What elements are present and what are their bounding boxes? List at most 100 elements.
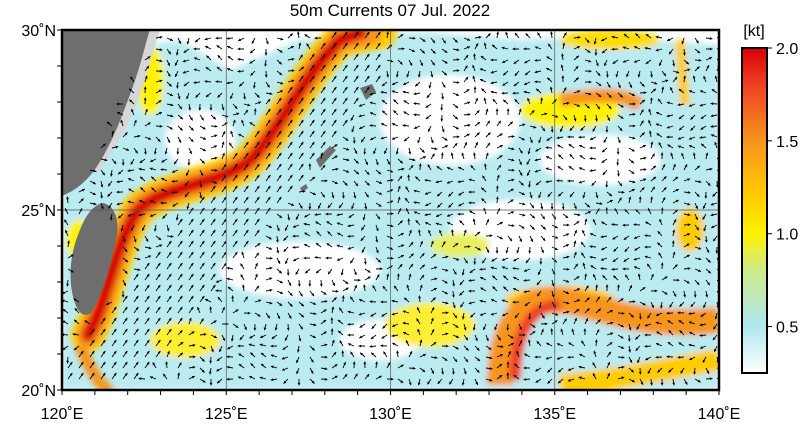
velocity-arrow: [639, 120, 644, 127]
velocity-arrow: [155, 124, 163, 128]
velocity-arrow: [386, 273, 390, 281]
velocity-arrow: [188, 103, 192, 111]
latitude-tick-label: 20˚N: [21, 383, 56, 400]
velocity-arrow: [485, 234, 493, 238]
velocity-arrow: [481, 257, 487, 264]
velocity-arrow: [425, 103, 432, 109]
velocity-arrow: [144, 339, 150, 347]
velocity-arrow: [111, 158, 117, 165]
velocity-arrow: [243, 323, 247, 331]
velocity-arrow: [578, 376, 586, 380]
velocity-arrow: [209, 356, 213, 364]
velocity-arrow: [468, 178, 476, 182]
velocity-arrow: [668, 367, 674, 373]
velocity-arrow: [342, 147, 350, 151]
velocity-arrow: [461, 268, 465, 276]
velocity-arrow: [528, 180, 531, 188]
velocity-arrow: [240, 274, 245, 281]
velocity-arrow: [713, 323, 718, 330]
velocity-arrow: [116, 180, 124, 184]
velocity-arrow: [144, 262, 150, 270]
velocity-arrow: [297, 378, 301, 386]
velocity-arrow: [144, 147, 147, 155]
velocity-arrow: [479, 276, 487, 281]
velocity-arrow: [551, 279, 555, 287]
velocity-arrow: [166, 350, 170, 358]
velocity-arrow: [617, 81, 621, 89]
velocity-arrow: [327, 202, 333, 209]
velocity-arrow: [441, 59, 448, 64]
velocity-arrow: [606, 114, 611, 122]
velocity-arrow: [483, 42, 487, 50]
velocity-arrow: [216, 44, 223, 50]
velocity-arrow: [397, 254, 405, 259]
velocity-arrow: [89, 372, 95, 380]
velocity-arrow: [276, 81, 284, 85]
velocity-arrow: [557, 367, 564, 373]
velocity-arrow: [672, 176, 679, 182]
velocity-arrow: [364, 42, 370, 50]
velocity-arrow: [485, 246, 490, 253]
velocity-arrow: [166, 103, 174, 107]
velocity-arrow: [392, 342, 399, 347]
velocity-arrow: [441, 268, 449, 272]
velocity-arrow: [446, 221, 454, 226]
velocity-arrow: [463, 101, 471, 105]
velocity-arrow: [353, 86, 359, 94]
velocity-arrow: [660, 262, 664, 270]
velocity-arrow: [188, 331, 195, 336]
velocity-arrow: [375, 42, 381, 50]
velocity-arrow: [342, 97, 348, 105]
velocity-arrow: [130, 158, 135, 165]
velocity-arrow: [518, 158, 522, 166]
velocity-arrow: [689, 331, 696, 336]
velocity-arrow: [688, 136, 696, 140]
velocity-arrow: [177, 329, 183, 336]
velocity-arrow: [452, 312, 458, 319]
velocity-arrow: [584, 285, 589, 292]
velocity-arrow: [177, 317, 183, 325]
velocity-arrow: [490, 58, 498, 62]
velocity-arrow: [694, 48, 701, 54]
velocity-arrow: [694, 180, 702, 184]
velocity-arrow: [644, 344, 652, 348]
velocity-arrow: [690, 301, 696, 308]
velocity-arrow: [78, 188, 86, 193]
velocity-arrow: [546, 136, 553, 142]
velocity-arrow: [506, 108, 510, 116]
velocity-arrow: [166, 59, 171, 67]
velocity-arrow: [199, 218, 205, 226]
velocity-arrow: [177, 262, 183, 270]
velocity-arrow: [459, 290, 465, 296]
velocity-arrow: [406, 284, 410, 292]
velocity-arrow: [562, 213, 569, 219]
velocity-arrow: [64, 229, 69, 237]
velocity-arrow: [417, 70, 421, 78]
velocity-arrow: [705, 56, 713, 61]
velocity-arrow: [330, 317, 334, 325]
velocity-arrow: [265, 130, 271, 138]
velocity-arrow: [418, 163, 422, 171]
velocity-arrow: [550, 31, 553, 39]
velocity-arrow: [535, 367, 542, 372]
velocity-arrow: [155, 306, 161, 314]
velocity-arrow: [485, 218, 490, 226]
velocity-arrow: [480, 287, 487, 292]
velocity-arrow: [426, 378, 432, 385]
velocity-arrow: [534, 70, 542, 74]
velocity-arrow: [369, 124, 377, 128]
velocity-arrow: [352, 361, 356, 369]
velocity-arrow: [298, 141, 304, 149]
velocity-arrow: [710, 114, 718, 118]
velocity-arrow: [331, 155, 338, 160]
velocity-arrow: [375, 75, 381, 83]
velocity-arrow: [628, 136, 636, 140]
velocity-arrow: [470, 164, 476, 171]
velocity-arrow: [683, 254, 690, 259]
velocity-arrow: [391, 323, 399, 328]
velocity-arrow: [417, 378, 421, 386]
velocity-arrow: [265, 37, 269, 45]
velocity-arrow: [573, 103, 581, 107]
velocity-arrow: [309, 152, 315, 160]
velocity-arrow: [567, 179, 575, 183]
